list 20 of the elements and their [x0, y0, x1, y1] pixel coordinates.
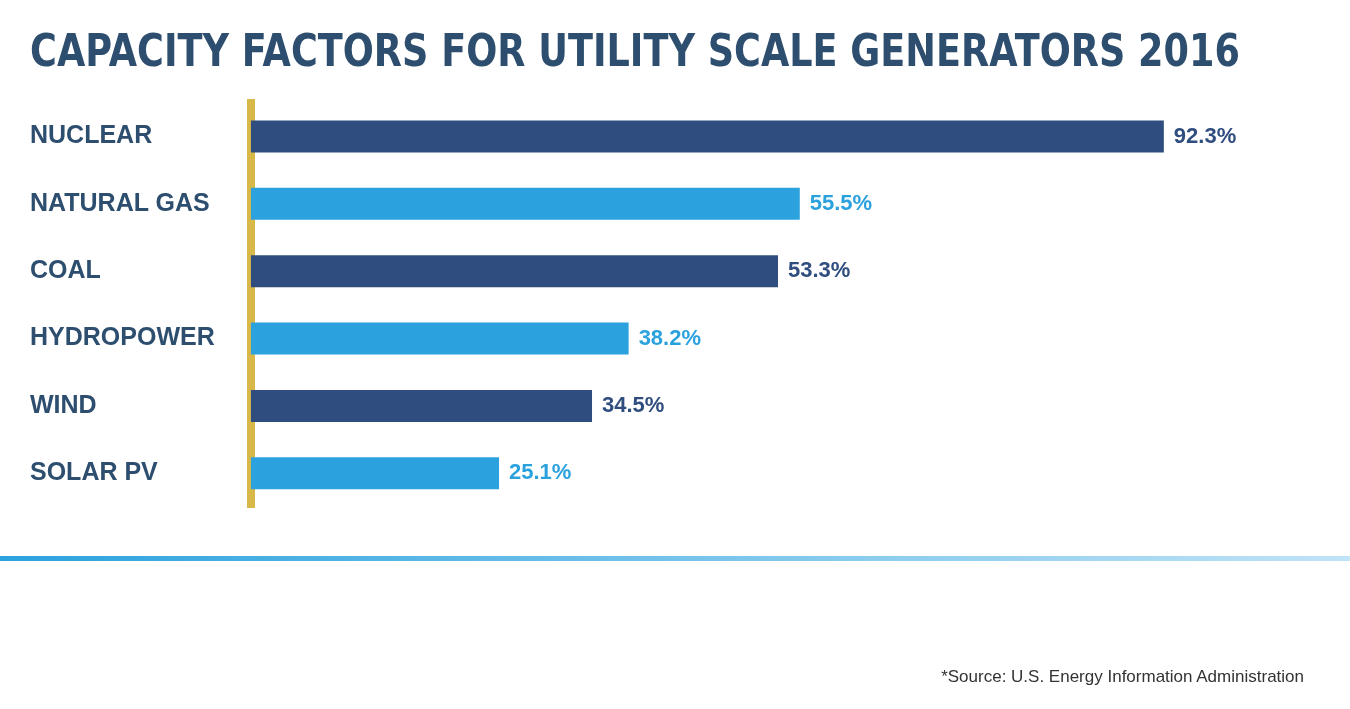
bar — [250, 389, 593, 422]
bar — [250, 187, 800, 220]
y-tick-label: COAL — [30, 255, 101, 284]
data-label: 25.1% — [509, 459, 572, 485]
text: *Source: U.S. Energy Information Administration — [941, 667, 1304, 687]
y-tick-label: NATURAL GAS — [30, 187, 210, 216]
chart-title: CAPACITY FACTORS FOR UTILITY SCALE GENERATORS 2016 — [30, 24, 1240, 77]
y-tick-label: SOLAR PV — [30, 457, 159, 486]
data-label: 92.3% — [1173, 122, 1237, 148]
y-tick-label: NUCLEAR — [30, 120, 153, 149]
y-tick-label: WIND — [30, 389, 97, 418]
y-tick-label: HYDROPOWER — [30, 322, 215, 351]
data-label: 55.5% — [809, 189, 873, 215]
data-label: 53.3% — [788, 257, 851, 283]
bar — [250, 457, 500, 490]
bar — [250, 255, 779, 288]
bar — [250, 322, 629, 355]
data-label: 34.5% — [602, 392, 665, 418]
data-label: 38.2% — [638, 324, 702, 350]
bar — [250, 120, 1164, 153]
